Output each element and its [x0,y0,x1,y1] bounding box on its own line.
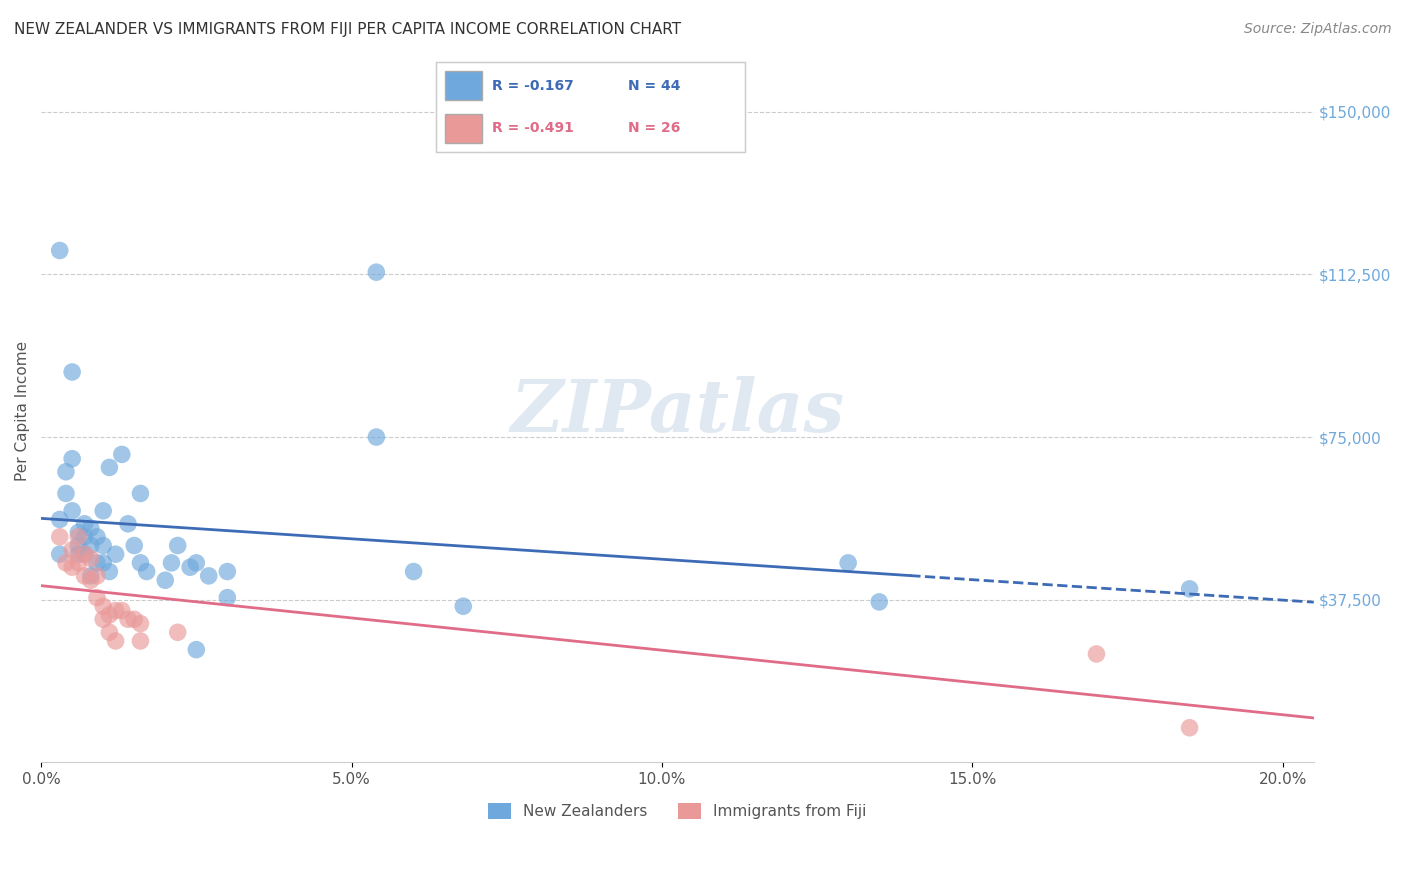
New Zealanders [86,556,108,570]
New Zealanders [98,460,121,475]
New Zealanders [73,516,96,531]
New Zealanders [91,556,114,570]
Immigrants from Fiji [86,569,108,583]
New Zealanders [60,451,83,466]
Immigrants from Fiji [117,612,139,626]
New Zealanders [73,547,96,561]
Y-axis label: Per Capita Income: Per Capita Income [15,341,30,481]
New Zealanders [80,539,103,553]
New Zealanders [366,430,388,444]
New Zealanders [837,556,859,570]
New Zealanders [179,560,201,574]
Immigrants from Fiji [80,551,103,566]
New Zealanders [155,573,177,587]
Immigrants from Fiji [48,530,70,544]
New Zealanders [111,447,134,461]
FancyBboxPatch shape [446,114,482,143]
New Zealanders [48,547,70,561]
New Zealanders [160,556,183,570]
Immigrants from Fiji [129,616,152,631]
Text: ZIPatlas: ZIPatlas [510,376,845,447]
Immigrants from Fiji [129,634,152,648]
Immigrants from Fiji [104,604,127,618]
New Zealanders [186,642,208,657]
New Zealanders [60,504,83,518]
New Zealanders [67,547,90,561]
Immigrants from Fiji [67,556,90,570]
Immigrants from Fiji [1178,721,1201,735]
New Zealanders [197,569,219,583]
Text: R = -0.167: R = -0.167 [492,78,574,93]
Immigrants from Fiji [86,591,108,605]
Immigrants from Fiji [73,547,96,561]
New Zealanders [402,565,425,579]
New Zealanders [55,465,77,479]
Immigrants from Fiji [122,612,145,626]
New Zealanders [451,599,474,614]
New Zealanders [104,547,127,561]
Text: N = 44: N = 44 [627,78,681,93]
New Zealanders [86,530,108,544]
New Zealanders [868,595,890,609]
New Zealanders [91,504,114,518]
Immigrants from Fiji [91,612,114,626]
Immigrants from Fiji [55,556,77,570]
Immigrants from Fiji [73,569,96,583]
New Zealanders [91,539,114,553]
New Zealanders [129,486,152,500]
New Zealanders [80,569,103,583]
New Zealanders [98,565,121,579]
New Zealanders [135,565,157,579]
New Zealanders [217,591,239,605]
Immigrants from Fiji [166,625,188,640]
New Zealanders [117,516,139,531]
New Zealanders [122,539,145,553]
Text: N = 26: N = 26 [627,121,681,136]
Immigrants from Fiji [1085,647,1108,661]
New Zealanders [48,244,70,258]
Immigrants from Fiji [98,625,121,640]
New Zealanders [186,556,208,570]
New Zealanders [73,530,96,544]
Text: R = -0.491: R = -0.491 [492,121,574,136]
New Zealanders [129,556,152,570]
New Zealanders [67,539,90,553]
New Zealanders [366,265,388,279]
Immigrants from Fiji [111,604,134,618]
New Zealanders [67,525,90,540]
Immigrants from Fiji [60,542,83,557]
New Zealanders [1178,582,1201,596]
New Zealanders [48,512,70,526]
Immigrants from Fiji [80,573,103,587]
Immigrants from Fiji [67,530,90,544]
New Zealanders [217,565,239,579]
New Zealanders [60,365,83,379]
Text: Source: ZipAtlas.com: Source: ZipAtlas.com [1244,22,1392,37]
New Zealanders [55,486,77,500]
FancyBboxPatch shape [446,71,482,100]
Immigrants from Fiji [91,599,114,614]
Immigrants from Fiji [98,607,121,622]
New Zealanders [166,539,188,553]
Legend: New Zealanders, Immigrants from Fiji: New Zealanders, Immigrants from Fiji [482,797,873,825]
Immigrants from Fiji [104,634,127,648]
Immigrants from Fiji [60,560,83,574]
Text: NEW ZEALANDER VS IMMIGRANTS FROM FIJI PER CAPITA INCOME CORRELATION CHART: NEW ZEALANDER VS IMMIGRANTS FROM FIJI PE… [14,22,681,37]
New Zealanders [80,521,103,535]
